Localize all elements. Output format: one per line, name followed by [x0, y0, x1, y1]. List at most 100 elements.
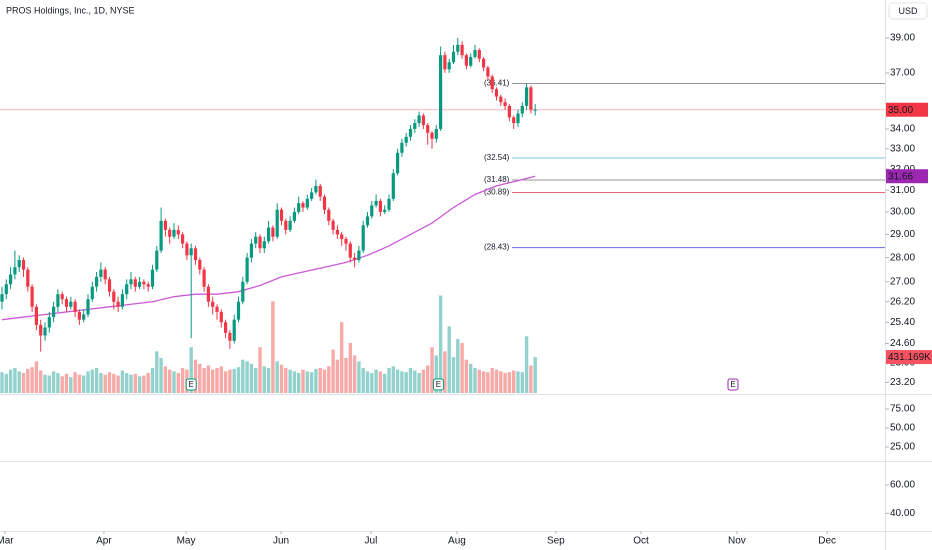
x-tick-label: Oct	[633, 536, 649, 547]
candle-body	[396, 152, 400, 174]
volume-bar	[451, 357, 456, 393]
x-tick-label: Jul	[365, 536, 378, 547]
chart-title: PROS Holdings, Inc., 1D, NYSE	[6, 5, 135, 15]
x-tick-label: Mar	[0, 536, 14, 547]
candle-body	[430, 132, 434, 139]
volume-bar	[60, 376, 64, 393]
candle-body	[507, 105, 511, 118]
volume-bar	[301, 369, 305, 393]
candle-body	[176, 229, 180, 235]
y-tick-label: 75.00	[890, 404, 915, 415]
volume-bar	[56, 373, 60, 393]
volume-bar	[86, 371, 90, 393]
candle-body	[365, 216, 370, 226]
candle-body	[451, 51, 456, 63]
volume-bar	[499, 371, 503, 393]
candle-body	[318, 185, 322, 197]
y-tick-label: 24.60	[890, 338, 915, 349]
volume-bar	[94, 368, 99, 393]
volume-bar	[120, 370, 125, 393]
volume-bar	[524, 336, 529, 393]
volume-bar	[215, 368, 219, 393]
candle-body	[107, 279, 112, 292]
candle-body	[400, 142, 404, 153]
candle-body	[206, 286, 210, 302]
volume-bar	[163, 366, 168, 393]
volume-bar	[309, 372, 314, 393]
volume-bar	[305, 371, 309, 393]
candle-body	[271, 227, 275, 237]
y-tick-label: 29.00	[890, 229, 915, 240]
volume-bar	[34, 361, 39, 393]
candle-body	[408, 128, 413, 137]
candle-body	[469, 56, 473, 66]
candle-body	[331, 220, 335, 230]
candle-body	[353, 257, 357, 261]
value-box	[886, 350, 932, 365]
candle-body	[103, 269, 107, 280]
volume-bar	[516, 371, 520, 393]
volume-bar	[352, 355, 357, 393]
candle-body	[77, 311, 81, 320]
volume-bar	[383, 373, 387, 393]
candle-body	[490, 76, 494, 90]
level-label: (32.54)	[484, 153, 510, 162]
volume-bar	[241, 359, 245, 393]
candle-body	[181, 234, 185, 244]
candle-body	[533, 109, 537, 111]
volume-bar	[262, 366, 266, 393]
x-tick-label: May	[177, 536, 196, 547]
candle-body	[335, 229, 339, 235]
volume-bar	[21, 373, 26, 393]
candle-body	[499, 96, 503, 103]
volume-bar	[116, 375, 120, 393]
candle-body	[64, 299, 69, 307]
volume-bar	[503, 373, 507, 393]
volume-bar	[490, 368, 494, 393]
value-box	[886, 102, 928, 117]
candle-body	[262, 241, 266, 249]
volume-bar	[193, 359, 198, 393]
y-tick-label: 33.00	[890, 143, 915, 154]
currency-label[interactable]: USD	[898, 6, 918, 16]
volume-bar	[529, 365, 533, 393]
candle-body	[232, 319, 236, 341]
currency-button[interactable]	[888, 2, 928, 20]
x-tick-label: Apr	[96, 536, 112, 547]
value-box-label: 31.66	[888, 171, 913, 182]
y-tick-label: 50.00	[890, 423, 915, 434]
candle-body	[404, 136, 408, 143]
candle-body	[202, 269, 206, 287]
volume-bar	[271, 301, 275, 393]
volume-bar	[460, 343, 464, 393]
candle-body	[460, 44, 464, 56]
candle-body	[120, 294, 124, 307]
candle-body	[529, 87, 533, 110]
candle-body	[116, 301, 120, 307]
volume-bar	[146, 373, 150, 393]
volume-bar	[69, 377, 73, 393]
candle-body	[348, 243, 352, 258]
candle-body	[267, 227, 271, 242]
candle-body	[288, 220, 292, 230]
volume-bar	[279, 364, 284, 393]
level-label: (28.43)	[484, 243, 510, 252]
volume-bar	[73, 372, 77, 393]
volume-bar	[159, 358, 163, 393]
volume-bar	[507, 372, 512, 393]
volume-bar	[202, 368, 206, 393]
candle-body	[168, 229, 172, 237]
candle-body	[21, 260, 26, 270]
candle-body	[456, 44, 460, 52]
candle-body	[361, 225, 365, 251]
volume-bar	[344, 358, 348, 393]
candle-body	[443, 55, 447, 70]
earnings-label: E	[189, 380, 194, 389]
candle-body	[439, 55, 443, 129]
volume-bar	[26, 368, 30, 393]
volume-bar	[365, 371, 370, 393]
candle-body	[0, 294, 4, 302]
volume-bar	[288, 369, 292, 393]
candle-body	[159, 220, 163, 251]
volume-bar	[443, 351, 447, 393]
